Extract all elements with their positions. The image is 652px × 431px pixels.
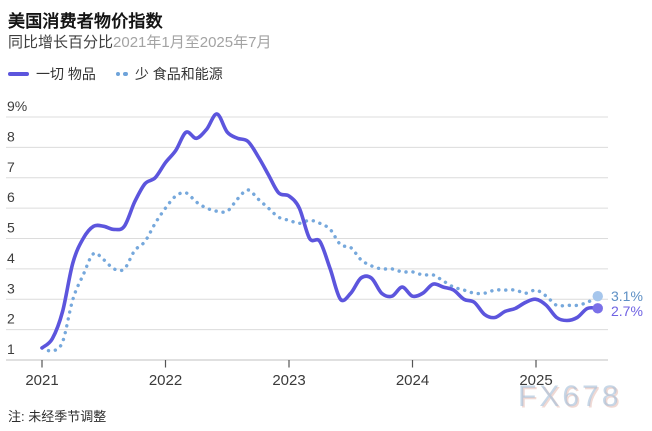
end-label-core: 3.1% [611, 288, 643, 304]
series-line-all-items [40, 112, 600, 350]
y-axis-tick-label: 8 [7, 128, 15, 144]
y-axis-tick-label: 6 [7, 189, 15, 205]
y-axis-tick-label: 4 [7, 250, 15, 266]
watermark: FX678 [518, 380, 622, 413]
legend-label-all-items: 一切 物品 [36, 66, 96, 82]
dotted-line-swatch-icon [115, 71, 128, 77]
x-axis-tick-label: 2025 [519, 372, 552, 389]
legend-label-core: 少 食品和能源 [134, 66, 223, 82]
chart-title: 美国消费者物价指数 [8, 12, 163, 31]
legend-item-all-items: 一切 物品 [8, 64, 96, 84]
y-axis-tick-label: 3 [7, 280, 15, 296]
legend: 一切 物品 少 食品和能源 [8, 64, 223, 84]
subtitle-date-range: 2021年1月至2025年7月 [113, 34, 272, 51]
x-axis-tick-label: 2021 [25, 372, 58, 389]
series-line-core [40, 188, 600, 353]
y-axis-tick-label: 2 [7, 311, 15, 327]
y-axis-tick-label: 1 [7, 341, 15, 357]
chart-subtitle: 同比增长百分比2021年1月至2025年7月 [8, 31, 271, 52]
solid-line-swatch-icon [8, 71, 29, 77]
y-axis-tick-label: 9% [7, 98, 27, 114]
subtitle-label: 同比增长百分比 [8, 34, 114, 51]
series-end-dot [592, 303, 603, 314]
x-axis-tick-label: 2023 [272, 372, 305, 389]
y-axis-tick-label: 5 [7, 220, 15, 236]
x-axis-tick-label: 2024 [396, 372, 429, 389]
series-end-dot [592, 291, 603, 302]
footnote: 注: 未经季节调整 [8, 409, 107, 424]
legend-item-core: 少 食品和能源 [115, 64, 223, 84]
end-label-all-items: 2.7% [611, 303, 643, 319]
x-axis-tick-label: 2022 [149, 372, 182, 389]
y-axis-tick-label: 7 [7, 159, 15, 175]
